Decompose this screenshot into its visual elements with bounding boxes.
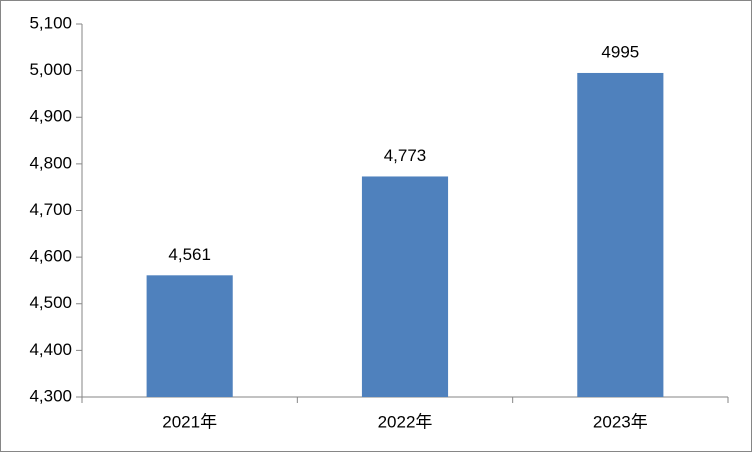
y-tick-label: 5,000 <box>29 60 72 79</box>
y-tick-label: 5,100 <box>29 13 72 32</box>
y-tick-label: 4,300 <box>29 386 72 405</box>
x-tick-label: 2023年 <box>593 412 648 431</box>
y-tick-label: 4,500 <box>29 293 72 312</box>
bar <box>146 275 233 397</box>
value-label: 4,561 <box>168 245 211 264</box>
y-tick-label: 4,400 <box>29 340 72 359</box>
y-tick-label: 4,900 <box>29 107 72 126</box>
y-tick-label: 4,700 <box>29 200 72 219</box>
y-tick-label: 4,800 <box>29 153 72 172</box>
y-tick-label: 4,600 <box>29 247 72 266</box>
x-tick-label: 2021年 <box>162 412 217 431</box>
bar <box>577 72 664 398</box>
bar <box>361 176 449 397</box>
x-tick-label: 2022年 <box>378 412 433 431</box>
value-label: 4,773 <box>384 146 427 165</box>
value-label: 4995 <box>601 42 639 61</box>
